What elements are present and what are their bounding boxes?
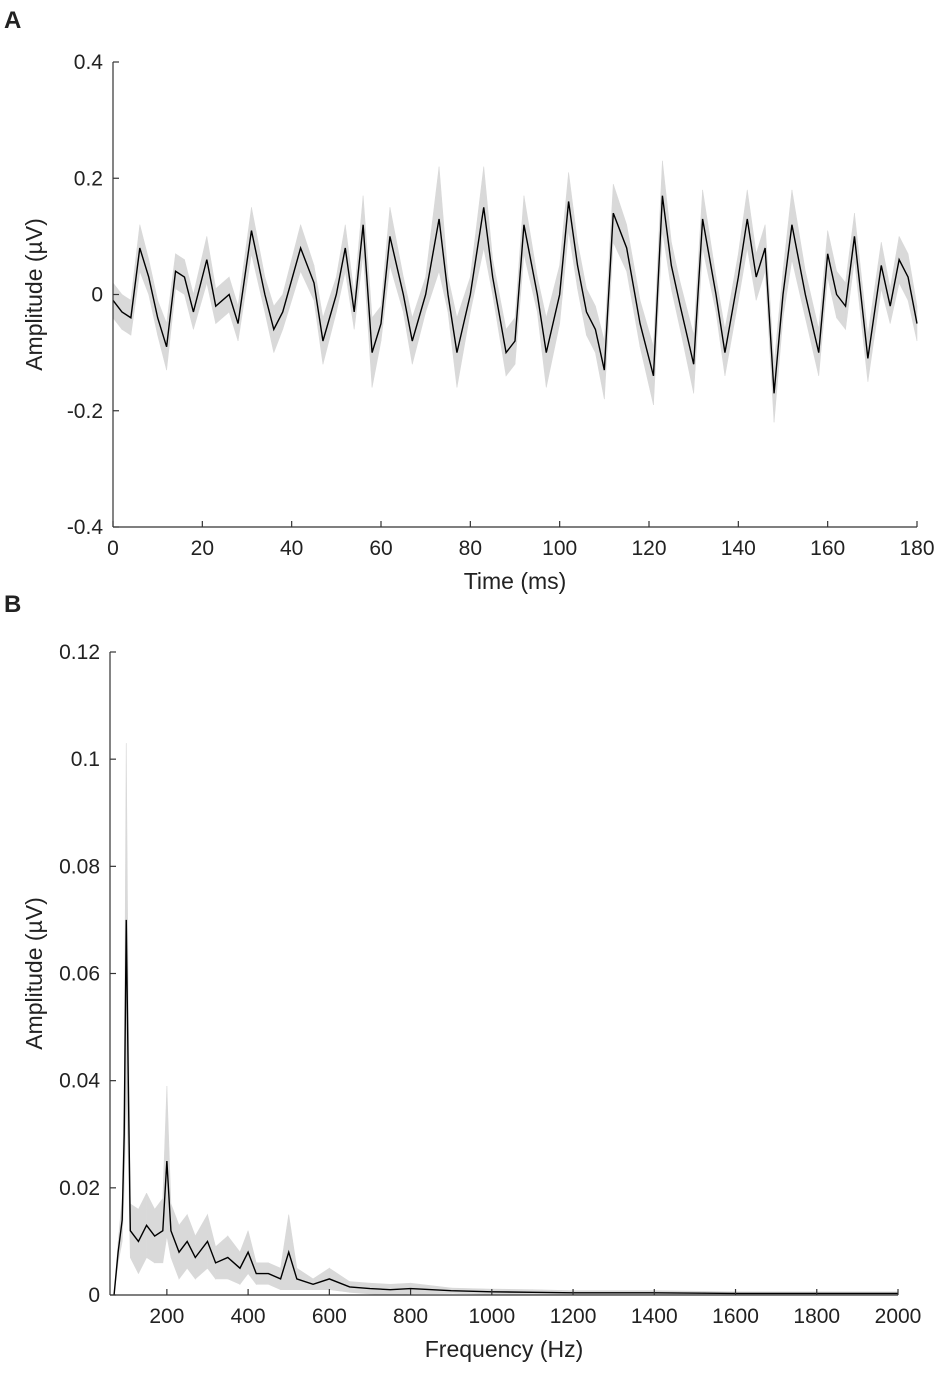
x-tick-label: 80	[459, 537, 482, 560]
x-tick-label: 120	[631, 537, 666, 560]
mean-line	[112, 195, 918, 394]
x-axis-label: Frequency (Hz)	[425, 1336, 583, 1362]
error-band	[447, 276, 458, 388]
error-band	[157, 300, 167, 371]
error-band	[537, 276, 547, 388]
error-band	[411, 276, 426, 365]
error-band	[438, 166, 449, 313]
y-tick-label: 0.04	[59, 1070, 100, 1093]
x-tick-label: 400	[231, 1305, 266, 1328]
panel-label: B	[4, 591, 21, 618]
x-tick-label: 2000	[875, 1305, 922, 1328]
y-tick-label: 0.06	[59, 963, 100, 986]
error-band	[288, 1214, 298, 1290]
mean-line	[113, 919, 898, 1296]
y-tick-label: 0	[88, 1284, 100, 1307]
error-band	[227, 1235, 241, 1285]
x-tick-label: 1400	[631, 1305, 678, 1328]
error-band	[139, 224, 150, 295]
x-tick-label: 160	[810, 537, 845, 560]
y-tick-label: 0.2	[74, 167, 103, 190]
x-tick-label: 100	[542, 537, 577, 560]
x-tick-label: 1600	[712, 1305, 759, 1328]
y-tick-label: 0.02	[59, 1177, 100, 1200]
y-tick-label: 0.1	[71, 748, 100, 771]
error-band	[662, 160, 672, 289]
error-band	[612, 183, 627, 272]
x-tick-label: 1800	[793, 1305, 840, 1328]
error-band	[300, 224, 315, 301]
x-tick-label: 1200	[550, 1305, 597, 1328]
error-band	[282, 224, 301, 330]
error-band	[322, 276, 337, 365]
error-band	[264, 276, 275, 353]
error-band	[273, 293, 284, 353]
y-axis-label: Amplitude (µV)	[21, 897, 47, 1050]
error-band	[782, 189, 793, 318]
error-band	[247, 1230, 257, 1286]
error-band	[186, 1214, 196, 1280]
x-tick-label: 180	[899, 537, 934, 560]
x-tick-label: 800	[393, 1305, 428, 1328]
x-tick-label: 0	[107, 537, 119, 560]
x-tick-label: 140	[721, 537, 756, 560]
error-band	[215, 1235, 229, 1280]
x-axis-label: Time (ms)	[464, 568, 567, 594]
error-band	[791, 189, 806, 318]
panel-label: A	[4, 7, 21, 34]
error-band	[523, 195, 538, 313]
y-axis-label: Amplitude (µV)	[21, 218, 47, 371]
error-band	[312, 1267, 330, 1290]
error-band	[193, 236, 208, 330]
y-tick-label: 0.08	[59, 855, 100, 878]
error-band	[470, 166, 485, 312]
error-band	[280, 1214, 290, 1290]
x-tick-label: 40	[280, 537, 303, 560]
error-band	[483, 166, 493, 295]
error-band	[639, 300, 654, 406]
x-tick-label: 60	[369, 537, 392, 560]
error-band	[296, 1267, 314, 1290]
y-tick-label: -0.4	[67, 516, 104, 539]
x-tick-label: 200	[149, 1305, 184, 1328]
y-tick-label: 0	[91, 284, 103, 307]
y-tick-label: 0.4	[74, 51, 104, 74]
error-band	[239, 1230, 249, 1286]
x-tick-label: 600	[312, 1305, 347, 1328]
error-band	[702, 189, 717, 312]
y-tick-label: 0.12	[59, 641, 100, 664]
x-tick-label: 20	[191, 537, 214, 560]
error-band	[194, 1213, 208, 1280]
y-tick-label: -0.2	[67, 400, 103, 423]
error-band	[207, 1214, 216, 1280]
error-band	[425, 166, 440, 313]
error-band	[456, 276, 471, 388]
error-band	[389, 207, 404, 313]
x-tick-label: 1000	[468, 1305, 515, 1328]
